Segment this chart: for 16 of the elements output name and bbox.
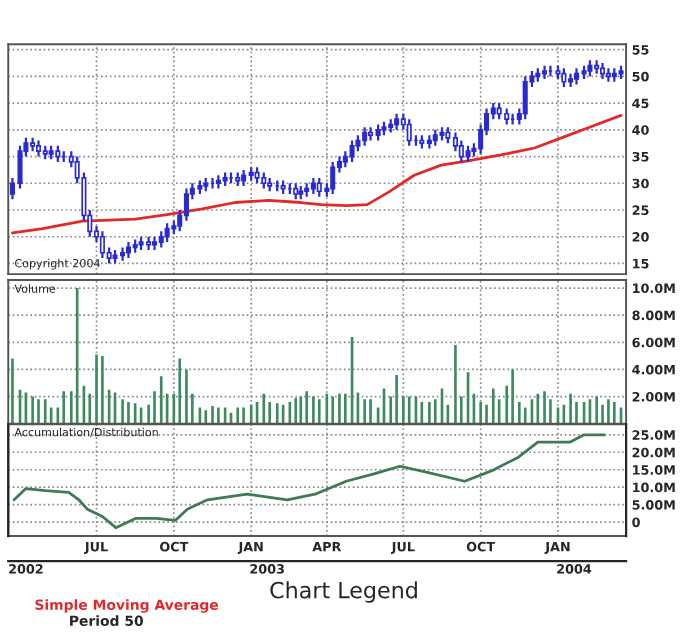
candlestick xyxy=(406,118,412,147)
candlestick xyxy=(164,222,170,244)
candlestick xyxy=(561,67,567,89)
candlestick xyxy=(362,126,368,147)
candlestick xyxy=(330,160,336,196)
candlestick xyxy=(605,67,611,83)
legend-title: Chart Legend xyxy=(270,581,417,603)
candlestick xyxy=(349,139,355,163)
candlestick xyxy=(316,176,322,198)
candlestick xyxy=(215,174,221,190)
line-series xyxy=(11,114,623,235)
candlestick xyxy=(120,246,126,262)
candlestick xyxy=(368,126,374,142)
candlestick xyxy=(522,75,528,121)
candlestick xyxy=(99,230,105,260)
candlestick xyxy=(458,139,464,163)
